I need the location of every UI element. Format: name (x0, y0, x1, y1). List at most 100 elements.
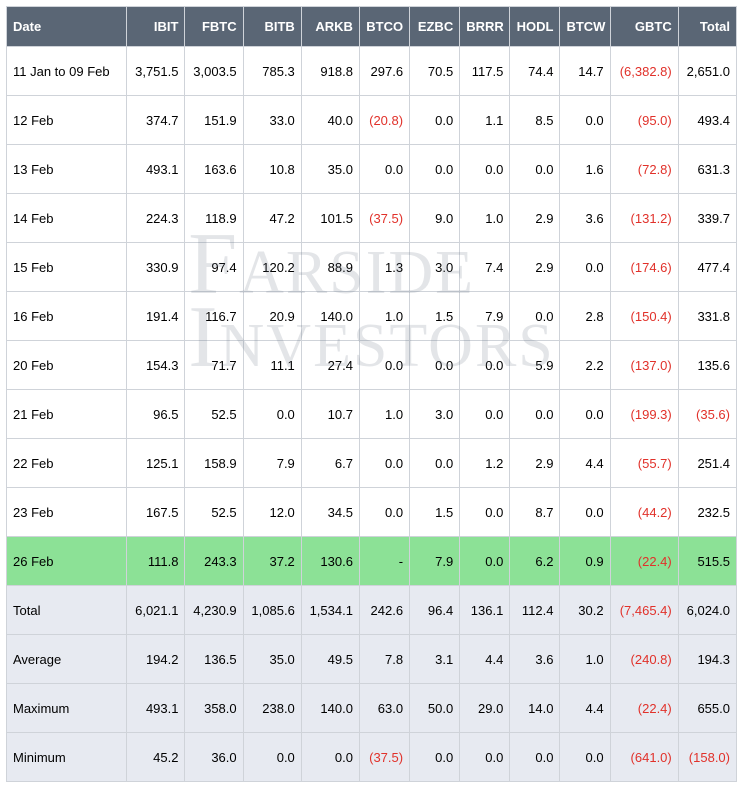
cell-value: 163.6 (185, 145, 243, 194)
cell-value: 493.4 (678, 96, 736, 145)
cell-value: 1.6 (560, 145, 610, 194)
cell-value: (131.2) (610, 194, 678, 243)
col-date: Date (7, 7, 127, 47)
cell-date: 21 Feb (7, 390, 127, 439)
cell-date: 15 Feb (7, 243, 127, 292)
cell-value: 5.9 (510, 341, 560, 390)
cell-value: 0.0 (410, 96, 460, 145)
cell-value: 4.4 (460, 635, 510, 684)
cell-value: 0.0 (460, 488, 510, 537)
cell-value: 6.2 (510, 537, 560, 586)
cell-value: 1,534.1 (301, 586, 359, 635)
cell-value: 14.7 (560, 47, 610, 96)
col-ezbc: EZBC (410, 7, 460, 47)
cell-value: (55.7) (610, 439, 678, 488)
cell-value: 2,651.0 (678, 47, 736, 96)
cell-value: 3.1 (410, 635, 460, 684)
table-row: 22 Feb125.1158.97.96.70.00.01.22.94.4(55… (7, 439, 737, 488)
cell-value: 0.9 (560, 537, 610, 586)
cell-value: (44.2) (610, 488, 678, 537)
cell-value: 101.5 (301, 194, 359, 243)
cell-value: 1.0 (359, 292, 409, 341)
cell-value: 330.9 (127, 243, 185, 292)
cell-value: 0.0 (460, 390, 510, 439)
cell-value: 35.0 (301, 145, 359, 194)
cell-value: 0.0 (410, 145, 460, 194)
cell-value: 140.0 (301, 684, 359, 733)
cell-value: 2.9 (510, 194, 560, 243)
cell-value: 158.9 (185, 439, 243, 488)
table-row: 13 Feb493.1163.610.835.00.00.00.00.01.6(… (7, 145, 737, 194)
cell-value: 785.3 (243, 47, 301, 96)
cell-value: 1.5 (410, 292, 460, 341)
col-total: Total (678, 7, 736, 47)
cell-value: 2.9 (510, 243, 560, 292)
cell-value: 10.7 (301, 390, 359, 439)
cell-value: 1.0 (359, 390, 409, 439)
table-row: 14 Feb224.3118.947.2101.5(37.5)9.01.02.9… (7, 194, 737, 243)
cell-value: 0.0 (460, 341, 510, 390)
cell-value: (35.6) (678, 390, 736, 439)
col-bitb: BITB (243, 7, 301, 47)
cell-value: (6,382.8) (610, 47, 678, 96)
cell-value: 130.6 (301, 537, 359, 586)
cell-value: 7.9 (410, 537, 460, 586)
cell-date: 13 Feb (7, 145, 127, 194)
cell-value: 0.0 (560, 243, 610, 292)
cell-value: (95.0) (610, 96, 678, 145)
cell-value: 0.0 (410, 439, 460, 488)
cell-value: 10.8 (243, 145, 301, 194)
cell-date: 20 Feb (7, 341, 127, 390)
cell-value: 493.1 (127, 145, 185, 194)
cell-value: 70.5 (410, 47, 460, 96)
cell-value: 7.8 (359, 635, 409, 684)
cell-value: 2.9 (510, 439, 560, 488)
cell-value: 125.1 (127, 439, 185, 488)
cell-value: 0.0 (410, 341, 460, 390)
cell-value: (37.5) (359, 733, 409, 782)
cell-value: 12.0 (243, 488, 301, 537)
cell-value: 238.0 (243, 684, 301, 733)
cell-value: 112.4 (510, 586, 560, 635)
cell-value: 3.0 (410, 243, 460, 292)
cell-value: 1.2 (460, 439, 510, 488)
cell-value: 331.8 (678, 292, 736, 341)
etf-flow-table: DateIBITFBTCBITBARKBBTCOEZBCBRRRHODLBTCW… (6, 6, 737, 782)
cell-value: 1.1 (460, 96, 510, 145)
cell-value: (137.0) (610, 341, 678, 390)
cell-value: 0.0 (510, 390, 560, 439)
cell-value: 0.0 (359, 488, 409, 537)
cell-value: 7.4 (460, 243, 510, 292)
cell-value: 493.1 (127, 684, 185, 733)
cell-value: 116.7 (185, 292, 243, 341)
cell-value: 34.5 (301, 488, 359, 537)
cell-value: 3.6 (560, 194, 610, 243)
cell-value: 232.5 (678, 488, 736, 537)
cell-value: (22.4) (610, 537, 678, 586)
table-row: Total6,021.14,230.91,085.61,534.1242.696… (7, 586, 737, 635)
cell-value: 7.9 (460, 292, 510, 341)
cell-value: 6,021.1 (127, 586, 185, 635)
table-row: 12 Feb374.7151.933.040.0(20.8)0.01.18.50… (7, 96, 737, 145)
cell-value: 97.4 (185, 243, 243, 292)
cell-value: 297.6 (359, 47, 409, 96)
cell-value: 0.0 (560, 733, 610, 782)
table-header-row: DateIBITFBTCBITBARKBBTCOEZBCBRRRHODLBTCW… (7, 7, 737, 47)
cell-value: 151.9 (185, 96, 243, 145)
cell-date: 12 Feb (7, 96, 127, 145)
cell-value: 167.5 (127, 488, 185, 537)
cell-date: 23 Feb (7, 488, 127, 537)
table-row: 20 Feb154.371.711.127.40.00.00.05.92.2(1… (7, 341, 737, 390)
cell-value: 243.3 (185, 537, 243, 586)
col-hodl: HODL (510, 7, 560, 47)
cell-value: 63.0 (359, 684, 409, 733)
cell-date: Average (7, 635, 127, 684)
cell-date: Minimum (7, 733, 127, 782)
cell-value: 918.8 (301, 47, 359, 96)
cell-value: 1.5 (410, 488, 460, 537)
cell-value: 1.0 (460, 194, 510, 243)
table-row: 21 Feb96.552.50.010.71.03.00.00.00.0(199… (7, 390, 737, 439)
cell-value: 0.0 (560, 488, 610, 537)
cell-value: 0.0 (510, 292, 560, 341)
cell-value: 2.2 (560, 341, 610, 390)
